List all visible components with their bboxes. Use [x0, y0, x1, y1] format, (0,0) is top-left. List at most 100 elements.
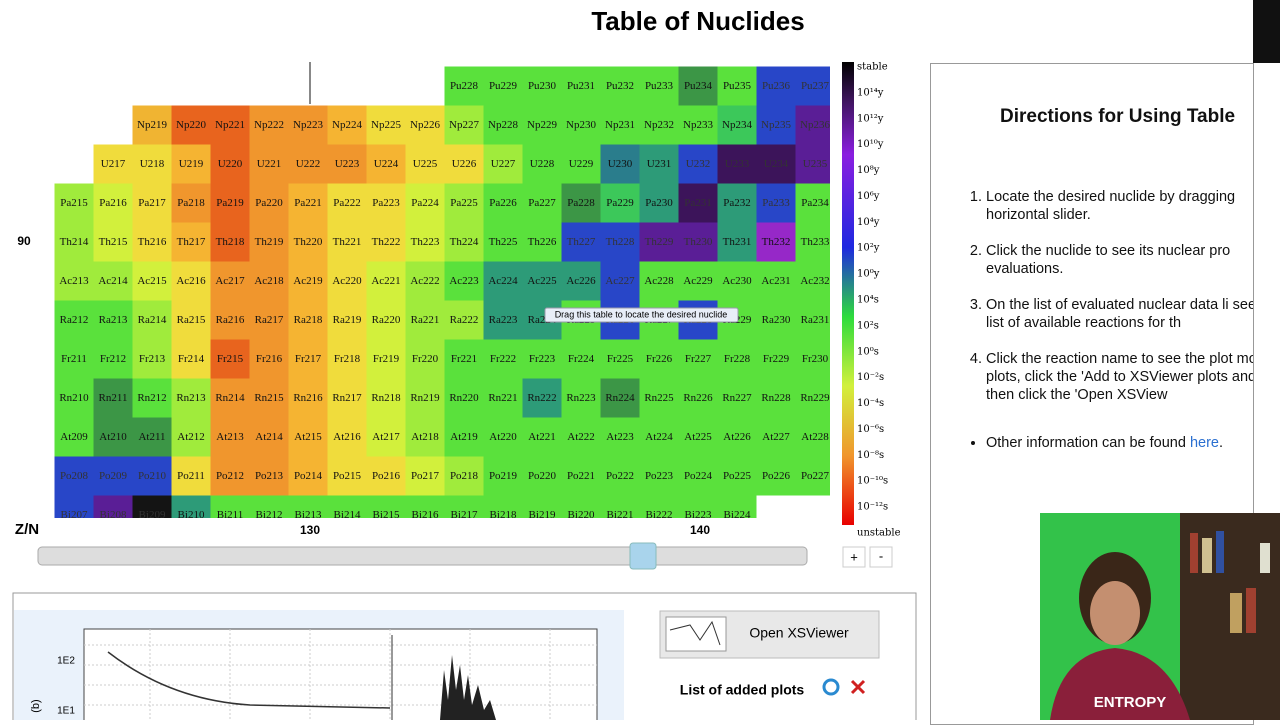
nuclide-cell[interactable]	[405, 378, 445, 418]
nuclide-cell[interactable]	[54, 222, 94, 262]
nuclide-cell[interactable]	[561, 378, 601, 418]
nuclide-cell[interactable]	[561, 105, 601, 145]
nuclide-cell[interactable]	[210, 105, 250, 145]
nuclide-cell[interactable]	[678, 66, 718, 106]
nuclide-cell[interactable]	[327, 300, 367, 340]
nuclide-cell[interactable]	[678, 495, 718, 535]
nuclide-cell[interactable]	[249, 495, 289, 535]
slider[interactable]	[37, 546, 808, 566]
nuclide-cell[interactable]	[444, 66, 484, 106]
nuclide-cell[interactable]	[171, 495, 211, 535]
nuclide-cell[interactable]	[795, 144, 835, 184]
nuclide-cell[interactable]	[366, 417, 406, 457]
nuclide-cell[interactable]	[717, 378, 757, 418]
nuclide-cell[interactable]	[795, 261, 835, 301]
nuclide-cell[interactable]	[561, 183, 601, 223]
nuclide-cell[interactable]	[444, 378, 484, 418]
nuclide-cell[interactable]	[249, 378, 289, 418]
nuclide-cell[interactable]	[249, 222, 289, 262]
nuclide-cell[interactable]	[717, 144, 757, 184]
nuclide-cell[interactable]	[483, 261, 523, 301]
nuclide-cell[interactable]	[132, 183, 172, 223]
nuclide-cell[interactable]	[522, 105, 562, 145]
nuclide-cell[interactable]	[93, 261, 133, 301]
nuclide-cell[interactable]	[210, 300, 250, 340]
nuclide-cell[interactable]	[327, 378, 367, 418]
nuclide-cell[interactable]	[132, 456, 172, 496]
nuclide-cell[interactable]	[561, 456, 601, 496]
nuclide-cell[interactable]	[93, 495, 133, 535]
nuclide-cell[interactable]	[639, 66, 679, 106]
nuclide-cell[interactable]	[249, 417, 289, 457]
nuclide-cell[interactable]	[93, 144, 133, 184]
nuclide-cell[interactable]	[795, 339, 835, 379]
nuclide-cell[interactable]	[93, 300, 133, 340]
nuclide-cell[interactable]	[483, 456, 523, 496]
nuclide-cell[interactable]	[249, 144, 289, 184]
nuclide-cell[interactable]	[561, 144, 601, 184]
nuclide-cell[interactable]	[522, 66, 562, 106]
nuclide-cell[interactable]	[756, 66, 796, 106]
nuclide-cell[interactable]	[171, 456, 211, 496]
nuclide-cell[interactable]	[717, 261, 757, 301]
nuclide-cell[interactable]	[366, 339, 406, 379]
nuclide-cell[interactable]	[717, 66, 757, 106]
nuclide-cell[interactable]	[717, 105, 757, 145]
refresh-icon[interactable]	[822, 678, 840, 696]
nuclide-cell[interactable]	[756, 456, 796, 496]
nuclide-cell[interactable]	[366, 144, 406, 184]
nuclide-cell[interactable]	[171, 222, 211, 262]
nuclide-cell[interactable]	[756, 339, 796, 379]
nuclide-cell[interactable]	[327, 456, 367, 496]
nuclide-cell[interactable]	[522, 339, 562, 379]
nuclide-cell[interactable]	[54, 378, 94, 418]
nuclide-cell[interactable]	[444, 339, 484, 379]
nuclide-cell[interactable]	[288, 378, 328, 418]
nuclide-cell[interactable]	[366, 105, 406, 145]
nuclide-cell[interactable]	[288, 417, 328, 457]
nuclide-cell[interactable]	[639, 417, 679, 457]
nuclide-cell[interactable]	[522, 417, 562, 457]
nuclide-cell[interactable]	[561, 66, 601, 106]
nuclide-cell[interactable]	[522, 456, 562, 496]
nuclide-cell[interactable]	[600, 378, 640, 418]
nuclide-cell[interactable]	[405, 222, 445, 262]
nuclide-cell[interactable]	[288, 222, 328, 262]
nuclide-cell[interactable]	[717, 456, 757, 496]
nuclide-cell[interactable]	[210, 261, 250, 301]
nuclide-cell[interactable]	[444, 495, 484, 535]
nuclide-cell[interactable]	[327, 261, 367, 301]
nuclide-cell[interactable]	[639, 456, 679, 496]
clear-icon[interactable]	[850, 679, 866, 695]
nuclide-cell[interactable]	[54, 261, 94, 301]
nuclide-cell[interactable]	[678, 456, 718, 496]
nuclide-cell[interactable]	[327, 495, 367, 535]
nuclide-cell[interactable]	[795, 456, 835, 496]
nuclide-cell[interactable]	[522, 495, 562, 535]
minus-button[interactable]	[869, 546, 893, 568]
nuclide-cell[interactable]	[366, 456, 406, 496]
nuclide-cell[interactable]	[327, 183, 367, 223]
nuclide-cell[interactable]	[444, 300, 484, 340]
nuclide-cell[interactable]	[327, 222, 367, 262]
nuclide-cell[interactable]	[210, 456, 250, 496]
nuclide-cell[interactable]	[93, 378, 133, 418]
nuclide-cell[interactable]	[288, 183, 328, 223]
nuclide-cell[interactable]	[171, 261, 211, 301]
nuclide-cell[interactable]	[366, 222, 406, 262]
nuclide-cell[interactable]	[366, 183, 406, 223]
nuclide-cell[interactable]	[795, 222, 835, 262]
nuclide-cell[interactable]	[132, 222, 172, 262]
nuclide-cell[interactable]	[600, 339, 640, 379]
nuclide-cell[interactable]	[249, 105, 289, 145]
nuclide-cell[interactable]	[288, 144, 328, 184]
nuclide-cell[interactable]	[444, 261, 484, 301]
nuclide-cell[interactable]	[366, 261, 406, 301]
nuclide-cell[interactable]	[483, 144, 523, 184]
nuclide-cell[interactable]	[639, 183, 679, 223]
nuclide-cell[interactable]	[561, 495, 601, 535]
nuclide-cell[interactable]	[210, 339, 250, 379]
nuclide-cell[interactable]	[288, 339, 328, 379]
nuclide-cell[interactable]	[600, 261, 640, 301]
nuclide-cell[interactable]	[405, 456, 445, 496]
